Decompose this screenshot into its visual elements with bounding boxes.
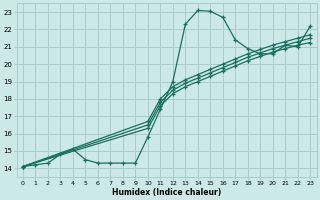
X-axis label: Humidex (Indice chaleur): Humidex (Indice chaleur): [112, 188, 221, 197]
